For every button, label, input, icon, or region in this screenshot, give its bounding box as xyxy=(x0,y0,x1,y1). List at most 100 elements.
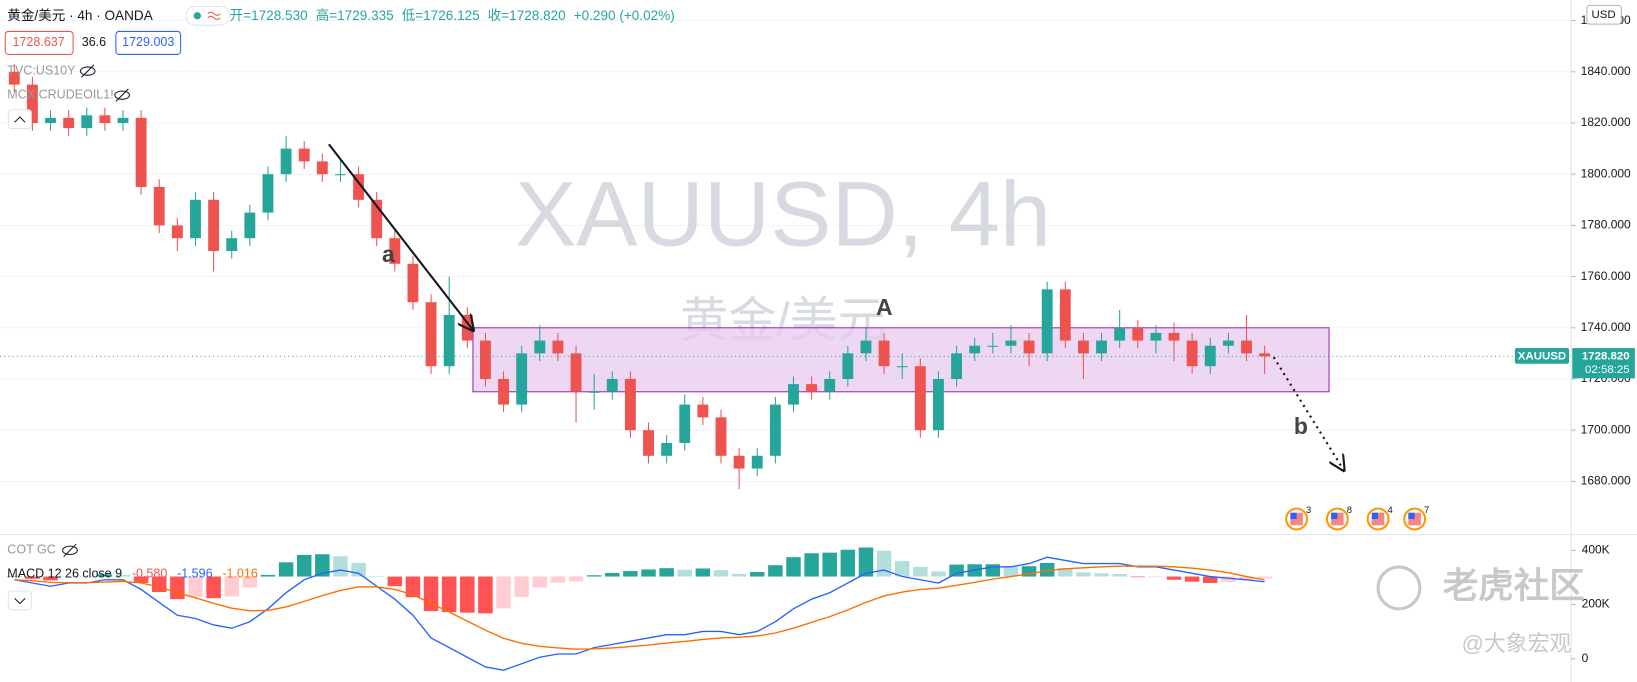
sell-button[interactable] xyxy=(4,30,74,55)
eye-icon[interactable] xyxy=(114,90,130,100)
candle-body xyxy=(371,199,383,239)
brand: 老虎社区 xyxy=(1443,565,1585,605)
histogram-bar xyxy=(278,562,294,577)
y-tick-label: 1820.000 xyxy=(1581,115,1631,129)
histogram-bar xyxy=(695,568,711,577)
collapse-button[interactable] xyxy=(7,590,32,611)
macd-pane xyxy=(7,547,1272,671)
histogram-bar xyxy=(1257,576,1272,579)
symbol-tag-bg xyxy=(1514,348,1570,364)
histogram-bar xyxy=(1058,568,1073,577)
eye-slash xyxy=(63,543,77,557)
candle-body xyxy=(914,366,926,431)
candle-body xyxy=(26,84,38,124)
eye-icon[interactable] xyxy=(62,545,78,556)
candle-body xyxy=(244,212,256,239)
candle-body xyxy=(534,340,546,354)
macd-line xyxy=(14,556,1265,671)
y-tick-label: 1680.000 xyxy=(1581,474,1631,488)
histogram-bar xyxy=(786,557,801,577)
y-tick-label: 0 xyxy=(1582,651,1589,665)
chevron xyxy=(14,597,26,605)
candle-body xyxy=(951,353,963,379)
flag-canton xyxy=(1371,512,1379,520)
macd-legend: MACD 12 26 close 9 -0.580 -1.596 -1.016 xyxy=(7,567,258,581)
event-count: 4 xyxy=(1387,504,1392,515)
histogram-bar xyxy=(876,550,892,577)
histogram-bar xyxy=(641,569,656,577)
histogram-bar xyxy=(79,576,95,578)
candle-body xyxy=(353,174,365,200)
candle-body xyxy=(751,455,763,469)
histogram-bar xyxy=(514,576,529,597)
candle-body xyxy=(661,442,673,456)
histogram-bar xyxy=(840,549,856,577)
status-icon xyxy=(207,11,221,20)
y-tick-label: 1700.000 xyxy=(1581,422,1631,436)
collapse-button[interactable] xyxy=(7,109,32,130)
candle-body xyxy=(1114,327,1126,341)
candle-body xyxy=(226,238,238,251)
candle-body xyxy=(933,378,944,431)
candle-body xyxy=(788,384,799,405)
candle-body xyxy=(389,238,401,264)
high: 高=1729.335 xyxy=(316,6,394,22)
histogram-bar xyxy=(188,576,203,598)
flag-canton xyxy=(1331,512,1338,520)
buy-button[interactable] xyxy=(115,30,182,55)
status-pill[interactable] xyxy=(185,5,231,26)
y-tick-label: 400K xyxy=(1582,543,1610,557)
candle-body xyxy=(262,174,274,213)
candle-body xyxy=(1241,340,1252,354)
histogram-bar xyxy=(985,564,1001,577)
author: @大象宏观 xyxy=(1462,631,1572,656)
candle-body xyxy=(1077,340,1089,354)
low: 低=1726.125 xyxy=(402,7,480,22)
candle-body xyxy=(153,186,165,226)
histogram-bar xyxy=(1203,576,1218,584)
candle-body xyxy=(588,391,600,393)
candle-body xyxy=(1059,289,1071,341)
candle-body xyxy=(135,117,147,187)
histogram-bar xyxy=(496,576,511,609)
candle-body xyxy=(733,455,745,469)
histogram-bar xyxy=(423,576,439,612)
status-dot xyxy=(193,12,201,20)
candle-body xyxy=(498,378,509,405)
flag-canton xyxy=(1408,512,1415,520)
histogram-bar xyxy=(133,576,149,584)
histogram-bar xyxy=(333,556,348,577)
eye-icons xyxy=(62,64,130,557)
histogram-bar xyxy=(1076,572,1091,577)
histogram-bar xyxy=(1021,566,1037,577)
currency-box[interactable] xyxy=(1586,4,1622,25)
histogram-bar xyxy=(804,553,819,577)
candle-body xyxy=(679,404,691,443)
bid: 1728.637 xyxy=(13,35,65,49)
histogram-bar xyxy=(659,568,674,577)
candle-body xyxy=(298,148,310,162)
y-tick-label: 1740.000 xyxy=(1581,320,1631,334)
price-tag: 1728.820 xyxy=(1582,350,1630,362)
header: 黄金/美元 · 4h · OANDA 开=1728.530 高=1729.335… xyxy=(7,6,674,22)
candle-body xyxy=(606,378,618,392)
eye-icon[interactable] xyxy=(79,66,96,76)
wave-label: a xyxy=(382,241,395,267)
histogram-bar xyxy=(1166,576,1182,580)
candle-body xyxy=(1259,353,1271,357)
histogram-bar xyxy=(441,576,457,613)
histogram-bar xyxy=(387,576,403,587)
wave-label: b xyxy=(1294,413,1308,439)
histogram-bar xyxy=(731,573,747,577)
histogram-bar xyxy=(224,576,239,597)
candle-body xyxy=(1041,289,1053,354)
histogram-bar xyxy=(25,576,40,579)
histogram-bar xyxy=(931,571,946,577)
candle-body xyxy=(697,404,709,418)
histogram-bar xyxy=(586,575,602,577)
histogram-bar xyxy=(623,571,638,577)
candle-body xyxy=(171,225,183,239)
candle-body xyxy=(896,366,908,368)
macd-title: MACD 12 26 close 9 xyxy=(7,567,122,581)
